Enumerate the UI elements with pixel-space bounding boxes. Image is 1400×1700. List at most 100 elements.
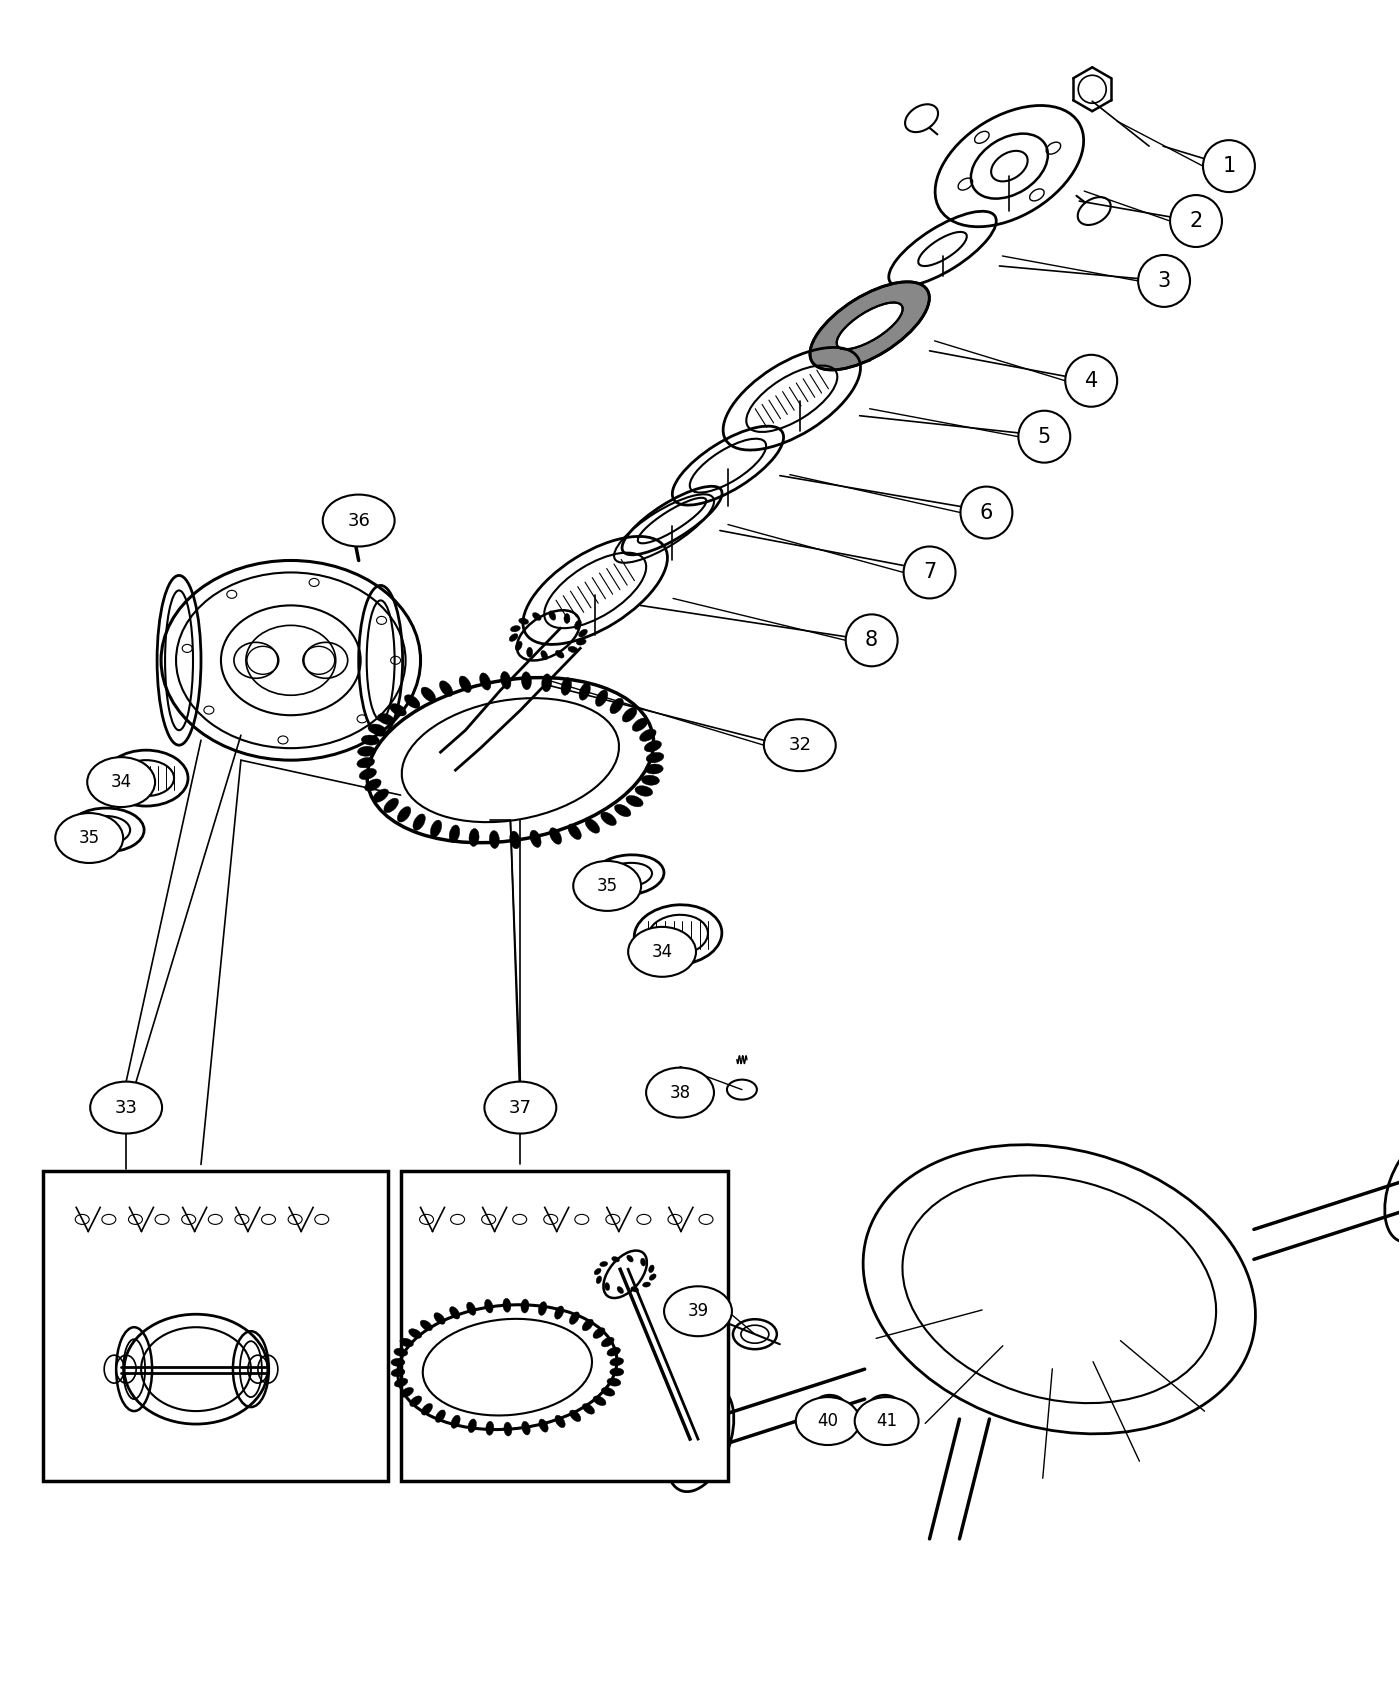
Ellipse shape	[391, 1368, 405, 1377]
Ellipse shape	[510, 634, 518, 641]
Ellipse shape	[629, 927, 696, 978]
Ellipse shape	[410, 1396, 421, 1406]
Ellipse shape	[372, 789, 389, 802]
Ellipse shape	[440, 680, 452, 697]
Ellipse shape	[605, 1282, 610, 1290]
Ellipse shape	[539, 1302, 547, 1316]
Ellipse shape	[645, 763, 664, 774]
Ellipse shape	[664, 1287, 732, 1336]
Ellipse shape	[641, 775, 659, 785]
Text: 5: 5	[1037, 427, 1051, 447]
Ellipse shape	[459, 677, 472, 692]
Ellipse shape	[602, 1387, 615, 1396]
Ellipse shape	[521, 672, 532, 690]
Ellipse shape	[631, 1287, 638, 1292]
Ellipse shape	[449, 824, 459, 843]
Text: 34: 34	[111, 774, 132, 790]
Ellipse shape	[622, 707, 637, 722]
Ellipse shape	[469, 828, 479, 847]
Ellipse shape	[542, 673, 552, 692]
Text: 38: 38	[669, 1083, 690, 1102]
Ellipse shape	[601, 813, 616, 826]
Ellipse shape	[484, 1299, 493, 1312]
Ellipse shape	[610, 699, 623, 714]
Ellipse shape	[612, 1256, 619, 1261]
Ellipse shape	[421, 687, 435, 702]
Ellipse shape	[532, 612, 542, 620]
Ellipse shape	[644, 741, 662, 751]
Circle shape	[1138, 255, 1190, 308]
Ellipse shape	[504, 1423, 512, 1436]
Ellipse shape	[594, 1396, 606, 1406]
Circle shape	[1018, 411, 1070, 462]
Text: 2: 2	[1190, 211, 1203, 231]
Ellipse shape	[582, 1319, 594, 1331]
Ellipse shape	[650, 1273, 657, 1280]
Ellipse shape	[55, 813, 123, 864]
Ellipse shape	[361, 734, 379, 745]
Ellipse shape	[627, 1255, 633, 1261]
Circle shape	[1170, 196, 1222, 246]
Text: 40: 40	[818, 1413, 839, 1430]
Ellipse shape	[549, 610, 556, 620]
Ellipse shape	[395, 1379, 407, 1387]
Ellipse shape	[486, 1421, 494, 1435]
Ellipse shape	[466, 1302, 476, 1316]
Ellipse shape	[368, 724, 386, 734]
Ellipse shape	[521, 1299, 529, 1312]
Ellipse shape	[574, 620, 581, 629]
Ellipse shape	[582, 1404, 595, 1414]
Ellipse shape	[580, 683, 591, 700]
Ellipse shape	[360, 768, 377, 780]
Bar	[400, 1171, 728, 1481]
Ellipse shape	[608, 1379, 620, 1385]
Ellipse shape	[594, 1328, 605, 1338]
Ellipse shape	[602, 1338, 615, 1346]
Ellipse shape	[561, 678, 571, 695]
Ellipse shape	[430, 819, 441, 838]
Ellipse shape	[854, 1397, 918, 1445]
Ellipse shape	[577, 639, 587, 644]
Ellipse shape	[640, 729, 657, 741]
Ellipse shape	[510, 831, 521, 848]
Ellipse shape	[434, 1312, 445, 1324]
Ellipse shape	[90, 1081, 162, 1134]
Bar	[43, 1171, 388, 1481]
Ellipse shape	[421, 1404, 433, 1414]
Ellipse shape	[617, 1287, 623, 1294]
Text: 39: 39	[687, 1302, 708, 1321]
Ellipse shape	[549, 828, 561, 845]
Ellipse shape	[570, 1409, 581, 1421]
Ellipse shape	[643, 1282, 651, 1287]
Ellipse shape	[378, 714, 395, 724]
Ellipse shape	[357, 746, 375, 756]
Ellipse shape	[764, 719, 836, 772]
Text: 35: 35	[596, 877, 617, 894]
Ellipse shape	[570, 1312, 580, 1324]
Text: 32: 32	[788, 736, 812, 755]
Text: 41: 41	[876, 1413, 897, 1430]
Ellipse shape	[647, 1068, 714, 1117]
Circle shape	[960, 486, 1012, 539]
Ellipse shape	[554, 1414, 566, 1428]
Ellipse shape	[594, 1268, 601, 1275]
Ellipse shape	[610, 1358, 623, 1365]
Ellipse shape	[405, 695, 420, 709]
Ellipse shape	[501, 672, 511, 688]
Ellipse shape	[568, 824, 581, 840]
Circle shape	[846, 614, 897, 666]
Circle shape	[1065, 355, 1117, 406]
Ellipse shape	[384, 799, 399, 813]
Ellipse shape	[578, 629, 588, 638]
Ellipse shape	[364, 779, 381, 790]
Ellipse shape	[435, 1409, 445, 1423]
Text: 6: 6	[980, 503, 993, 522]
Text: 8: 8	[865, 631, 878, 651]
Text: 37: 37	[508, 1098, 532, 1117]
Text: 1: 1	[1222, 156, 1236, 177]
Ellipse shape	[400, 1338, 413, 1346]
Ellipse shape	[540, 651, 547, 660]
Ellipse shape	[511, 626, 521, 632]
Ellipse shape	[409, 1329, 421, 1338]
Ellipse shape	[585, 819, 599, 833]
